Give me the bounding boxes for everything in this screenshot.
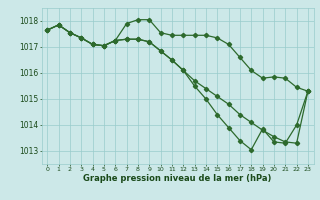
X-axis label: Graphe pression niveau de la mer (hPa): Graphe pression niveau de la mer (hPa) xyxy=(84,174,272,183)
